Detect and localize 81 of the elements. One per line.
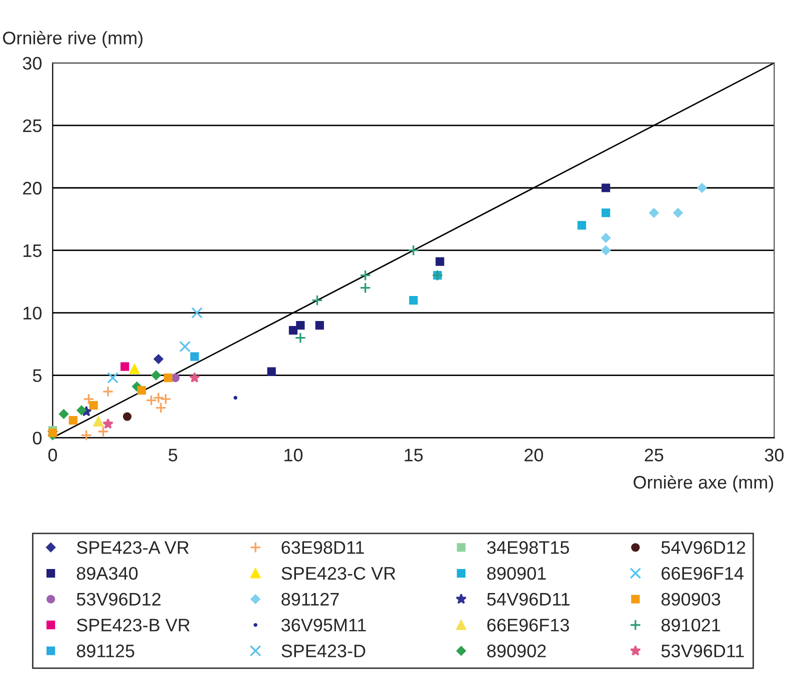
point bbox=[58, 409, 68, 419]
point bbox=[171, 373, 180, 382]
point bbox=[602, 184, 610, 192]
point bbox=[102, 418, 114, 429]
point bbox=[76, 406, 86, 416]
point bbox=[267, 367, 276, 376]
point bbox=[164, 373, 172, 382]
legend-label: 891127 bbox=[282, 592, 339, 606]
point bbox=[120, 362, 130, 371]
legend-label: 34E98T15 bbox=[487, 541, 570, 554]
point bbox=[93, 416, 104, 427]
y-tick-label: 30 bbox=[22, 56, 42, 70]
x-tick-label: 0 bbox=[48, 448, 57, 462]
y-tick-label: 15 bbox=[24, 244, 42, 258]
point bbox=[360, 270, 372, 282]
x-tick-label: 30 bbox=[764, 448, 784, 462]
legend-label: 890901 bbox=[487, 566, 546, 580]
point bbox=[408, 244, 420, 256]
x-axis-title: Ornière axe (mm) bbox=[634, 475, 774, 492]
legend-label: 54V96D12 bbox=[661, 541, 746, 554]
point bbox=[190, 352, 199, 361]
point bbox=[697, 183, 707, 193]
point bbox=[234, 396, 238, 400]
point bbox=[191, 307, 203, 319]
legend-label: 891021 bbox=[661, 618, 720, 632]
x-tick-label: 5 bbox=[168, 448, 178, 462]
legend-label: 54V96D11 bbox=[487, 592, 570, 606]
x-tick-label: 15 bbox=[404, 448, 423, 462]
legend-label: 53V96D12 bbox=[76, 592, 160, 606]
legend-label: 36V95M11 bbox=[281, 618, 366, 632]
legend-label: SPE423-C VR bbox=[282, 566, 396, 580]
x-tick-label: 25 bbox=[644, 448, 664, 462]
point bbox=[68, 416, 78, 425]
legend-label: 89A340 bbox=[76, 566, 138, 580]
y-tick-label: 20 bbox=[23, 182, 42, 195]
point bbox=[89, 400, 98, 410]
y-axis-title: Ornière rive (mm) bbox=[3, 30, 142, 48]
point bbox=[102, 386, 114, 398]
point bbox=[151, 370, 161, 380]
point bbox=[409, 296, 418, 305]
legend-label: SPE423-B VR bbox=[76, 618, 190, 632]
point bbox=[360, 282, 372, 294]
point bbox=[155, 402, 167, 414]
legend-label: 66E96F13 bbox=[487, 618, 569, 632]
point bbox=[296, 321, 305, 330]
point bbox=[160, 393, 172, 405]
point bbox=[602, 208, 610, 218]
point bbox=[122, 412, 132, 421]
point bbox=[315, 321, 324, 330]
legend-label: SPE423-A VR bbox=[76, 541, 189, 554]
legend-label: 890903 bbox=[661, 592, 720, 606]
point bbox=[129, 364, 140, 374]
x-tick-label: 10 bbox=[284, 448, 303, 462]
legend-label: 53V96D11 bbox=[661, 644, 744, 658]
point bbox=[80, 430, 92, 441]
point bbox=[179, 340, 191, 352]
x-tick-label: 20 bbox=[524, 448, 544, 462]
point bbox=[189, 372, 200, 383]
y-tick-label: 10 bbox=[24, 306, 42, 320]
y-tick-label: 5 bbox=[32, 369, 42, 382]
point bbox=[577, 221, 586, 230]
point bbox=[601, 233, 611, 243]
point bbox=[107, 372, 118, 384]
y-tick-label: 25 bbox=[23, 119, 42, 132]
point bbox=[97, 426, 109, 438]
point bbox=[436, 257, 444, 266]
legend-label: 63E98D11 bbox=[282, 541, 364, 554]
point bbox=[137, 386, 146, 395]
legend-label: SPE423-D bbox=[282, 644, 366, 658]
point bbox=[154, 354, 164, 364]
point bbox=[601, 246, 611, 256]
point bbox=[83, 393, 94, 405]
legend-label: 891125 bbox=[76, 644, 134, 658]
y-tick-label: 0 bbox=[32, 432, 42, 444]
point bbox=[288, 326, 298, 335]
legend-label: 66E96F14 bbox=[662, 566, 744, 580]
point bbox=[312, 294, 323, 306]
point bbox=[673, 208, 683, 218]
point bbox=[294, 332, 306, 344]
legend-label: 890902 bbox=[487, 644, 546, 658]
point bbox=[649, 208, 659, 218]
